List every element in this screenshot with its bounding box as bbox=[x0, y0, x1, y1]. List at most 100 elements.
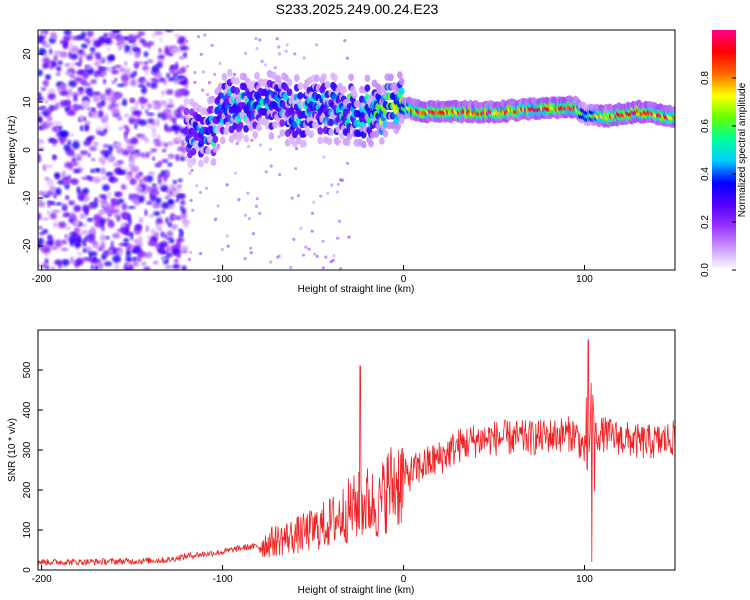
noise-cell bbox=[38, 212, 42, 221]
noise-cell bbox=[87, 152, 91, 158]
noise-cell bbox=[102, 143, 110, 149]
noise-cell bbox=[170, 65, 176, 69]
noise-cell bbox=[57, 221, 67, 229]
noise-cell bbox=[117, 35, 125, 44]
noise-cell bbox=[55, 72, 61, 76]
noise-cell bbox=[185, 39, 189, 44]
noise-cell bbox=[93, 243, 99, 250]
noise-cell bbox=[90, 168, 96, 173]
noise-cell bbox=[38, 201, 46, 208]
noise-cell bbox=[186, 64, 190, 68]
noise-cell bbox=[74, 242, 82, 248]
noise-cell bbox=[189, 250, 193, 254]
noise-cell bbox=[65, 195, 70, 201]
noise-cell bbox=[93, 72, 99, 77]
noise-cell bbox=[120, 73, 130, 82]
noise-cell bbox=[243, 213, 247, 217]
noise-cell bbox=[187, 257, 191, 262]
noise-cell bbox=[82, 248, 88, 253]
noise-cell bbox=[247, 145, 251, 149]
noise-cell bbox=[176, 196, 180, 202]
noise-cell bbox=[117, 228, 125, 233]
noise-cell bbox=[145, 109, 149, 114]
noise-cell bbox=[60, 83, 66, 89]
noise-cell bbox=[232, 72, 236, 77]
noise-cell bbox=[152, 80, 160, 83]
noise-cell bbox=[258, 211, 262, 215]
ridge-cell bbox=[398, 87, 405, 95]
noise-cell bbox=[124, 61, 128, 66]
noise-cell bbox=[177, 89, 187, 95]
noise-cell bbox=[158, 248, 163, 253]
noise-cell bbox=[322, 155, 326, 159]
noise-cell bbox=[154, 231, 160, 238]
noise-cell bbox=[70, 62, 74, 70]
noise-cell bbox=[81, 176, 88, 180]
noise-cell bbox=[131, 47, 141, 52]
ridge-cell bbox=[324, 80, 331, 89]
noise-cell bbox=[47, 200, 55, 205]
noise-cell bbox=[73, 154, 83, 159]
noise-cell bbox=[68, 80, 77, 88]
noise-cell bbox=[183, 222, 189, 229]
noise-cell bbox=[258, 38, 262, 42]
noise-cell bbox=[85, 65, 91, 70]
noise-cell bbox=[134, 50, 141, 59]
noise-cell bbox=[161, 158, 169, 164]
noise-cell bbox=[100, 241, 106, 250]
noise-cell bbox=[196, 35, 201, 39]
noise-cell bbox=[326, 191, 330, 195]
noise-cell bbox=[134, 185, 143, 192]
noise-cell bbox=[277, 135, 281, 139]
noise-cell bbox=[45, 98, 49, 105]
noise-cell bbox=[114, 64, 122, 69]
noise-cell bbox=[179, 56, 184, 60]
noise-cell bbox=[116, 147, 125, 155]
noise-cell bbox=[94, 264, 99, 270]
noise-cell bbox=[116, 83, 125, 87]
noise-cell bbox=[147, 59, 154, 63]
noise-cell bbox=[101, 176, 107, 180]
noise-cell bbox=[171, 124, 179, 131]
ridge-cell bbox=[272, 121, 278, 129]
noise-cell bbox=[167, 76, 175, 82]
noise-cell bbox=[173, 80, 181, 85]
spectrogram-x-label: Height of straight line (km) bbox=[298, 284, 415, 295]
noise-cell bbox=[154, 30, 164, 36]
y-tick-label: 500 bbox=[22, 361, 33, 378]
noise-cell bbox=[86, 217, 94, 222]
ridge-cell bbox=[243, 125, 250, 133]
noise-cell bbox=[315, 254, 319, 258]
snr-series-line bbox=[38, 339, 675, 567]
ridge-cell bbox=[205, 147, 212, 155]
colorbar: 0.0 0.2 0.4 0.6 0.8 Normalized spectral ampl… bbox=[700, 30, 748, 277]
x-tick-label: -100 bbox=[213, 574, 233, 585]
noise-cell bbox=[53, 139, 59, 144]
noise-cell bbox=[145, 138, 149, 143]
ridge-cell bbox=[241, 82, 248, 91]
ridge-cell bbox=[279, 119, 286, 127]
noise-cell bbox=[54, 259, 63, 266]
noise-cell bbox=[62, 213, 68, 218]
noise-cell bbox=[82, 82, 92, 87]
noise-cell bbox=[151, 120, 155, 126]
noise-cell bbox=[74, 76, 83, 83]
ridge-cell bbox=[340, 85, 347, 94]
noise-cell bbox=[152, 104, 158, 109]
noise-cell bbox=[225, 183, 229, 187]
noise-cell bbox=[199, 190, 203, 195]
noise-cell bbox=[125, 267, 131, 270]
noise-cell bbox=[139, 178, 143, 184]
noise-cell bbox=[184, 84, 189, 89]
x-tick-label: 0 bbox=[401, 574, 407, 585]
noise-cell bbox=[123, 68, 132, 75]
noise-cell bbox=[144, 152, 150, 158]
noise-cell bbox=[73, 219, 81, 227]
noise-cell bbox=[137, 31, 146, 36]
noise-cell bbox=[136, 255, 142, 262]
noise-cell bbox=[107, 67, 112, 72]
noise-cell bbox=[213, 72, 217, 76]
noise-cell bbox=[46, 116, 53, 121]
noise-cell bbox=[38, 111, 41, 117]
noise-cell bbox=[71, 36, 81, 41]
